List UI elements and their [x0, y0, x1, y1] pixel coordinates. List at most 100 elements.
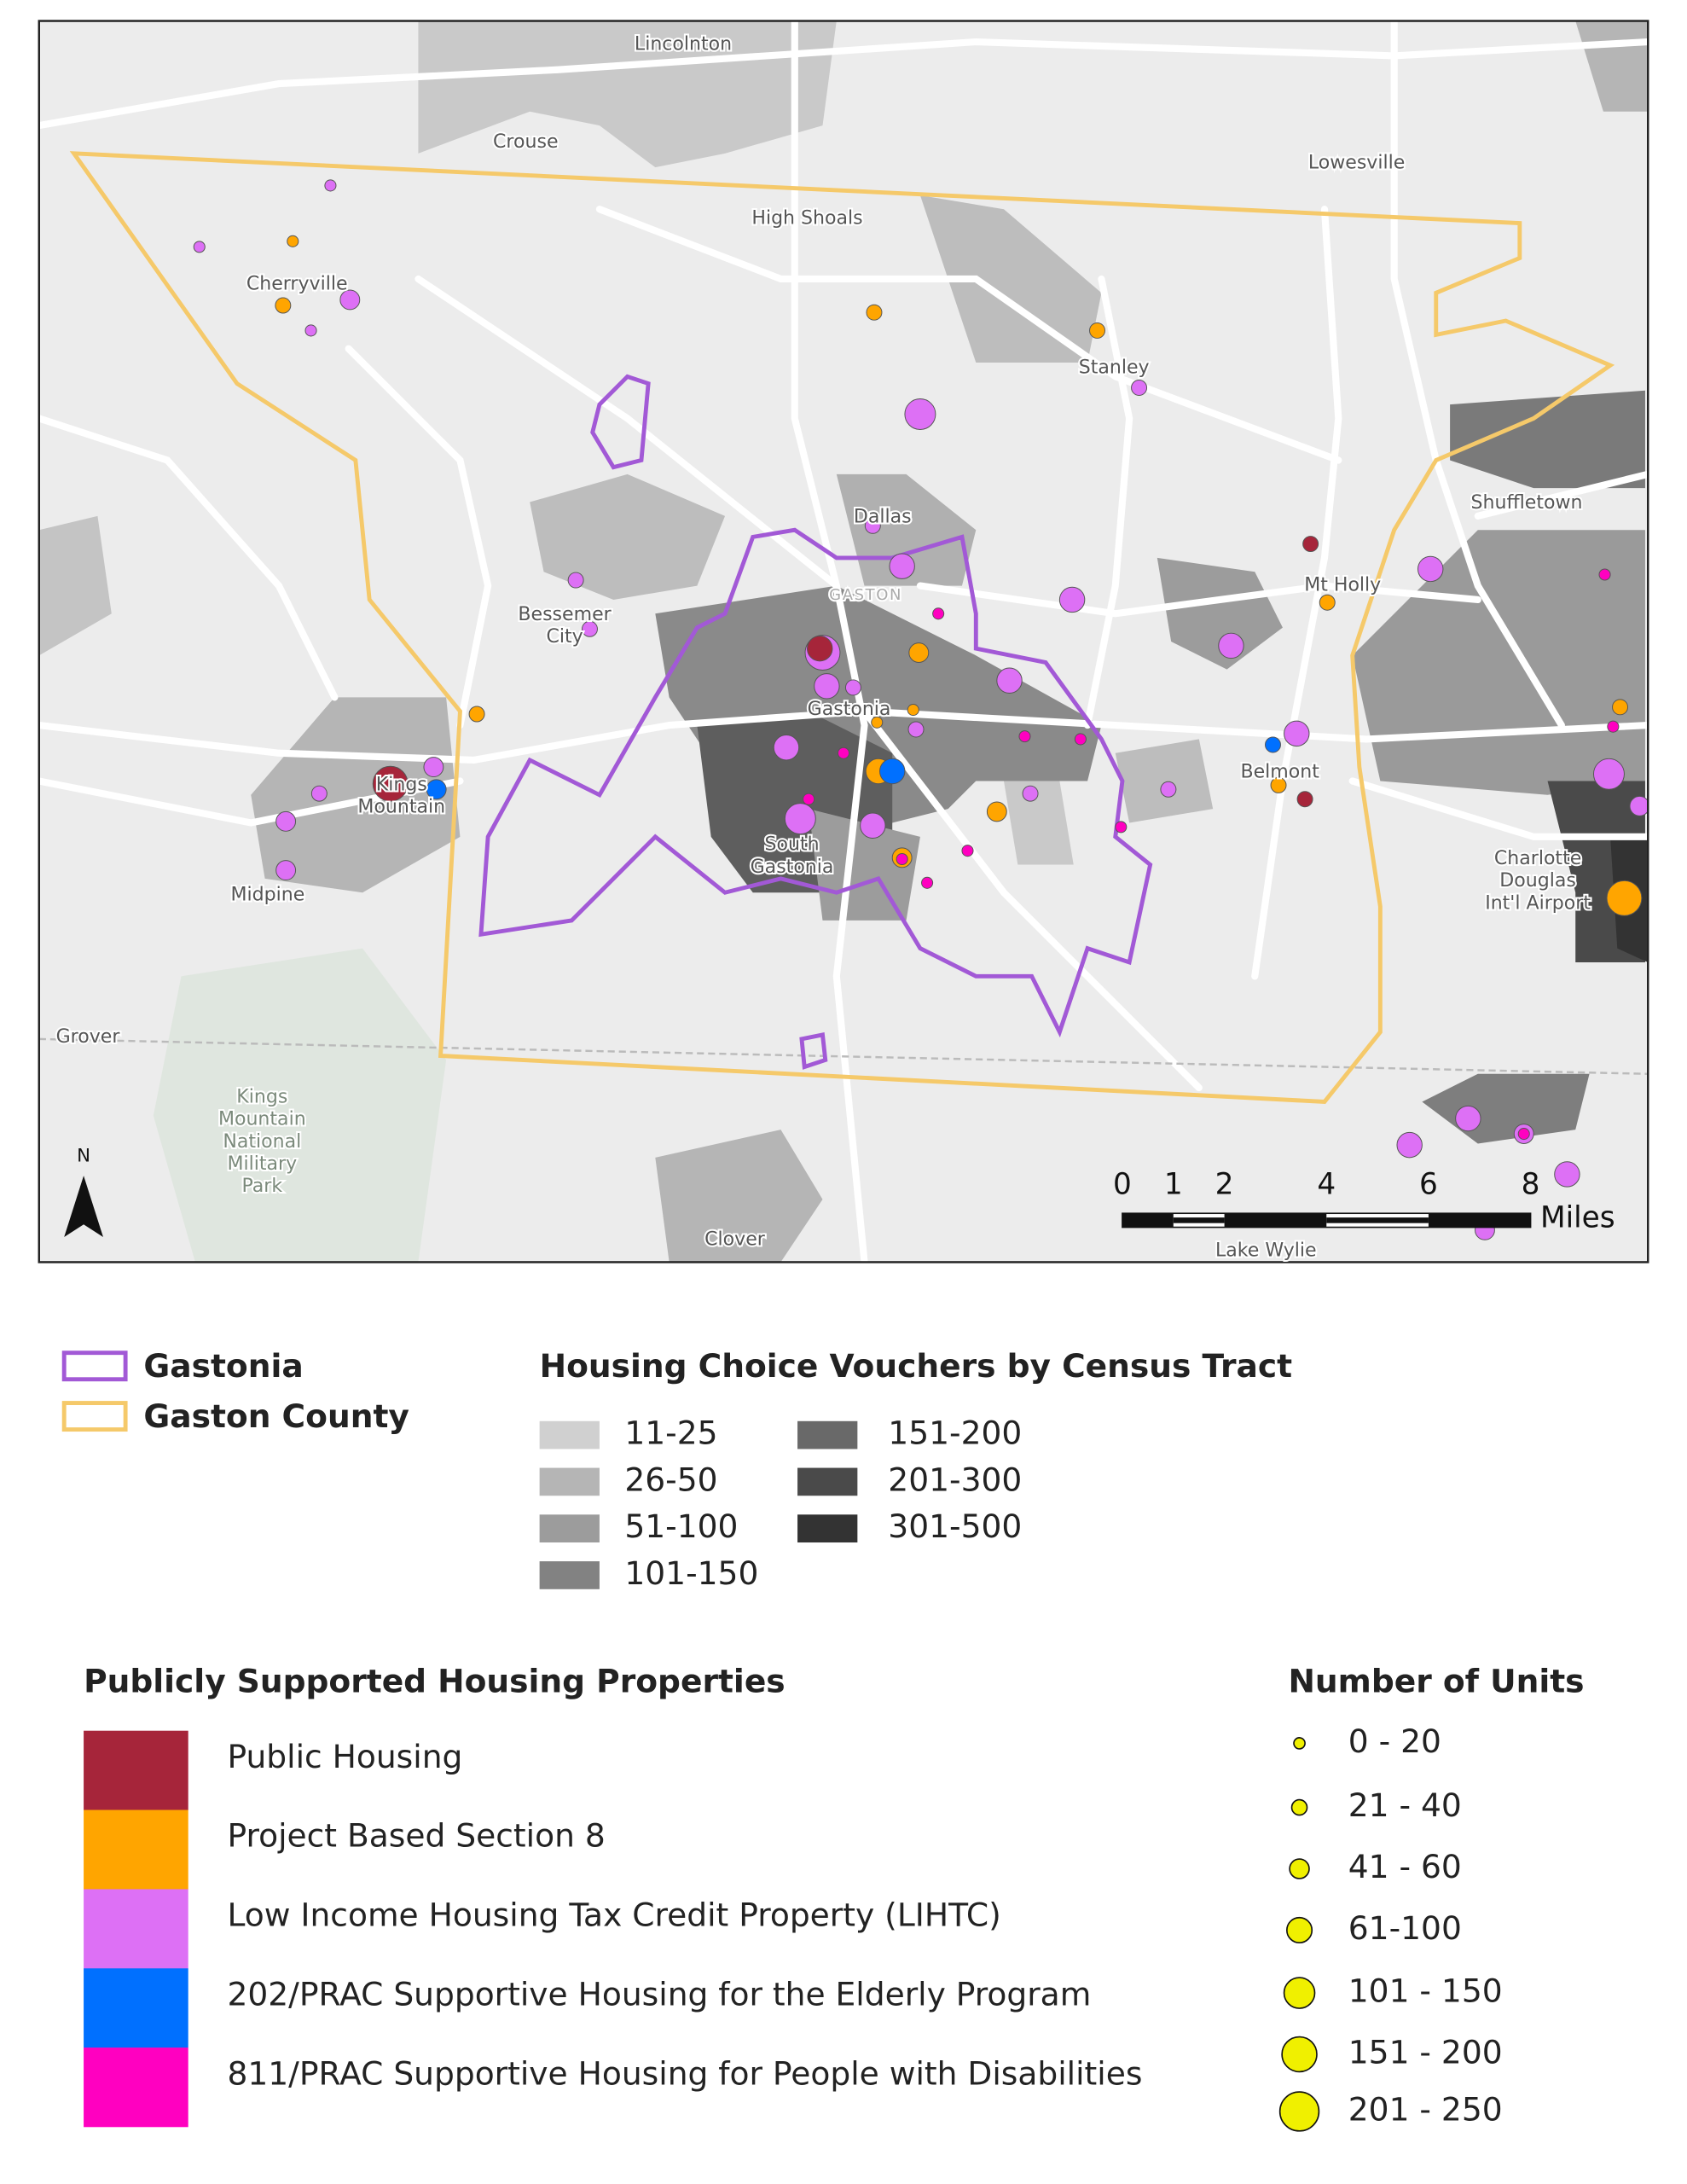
place-label: Bessemer — [518, 604, 612, 625]
property-point — [904, 398, 936, 431]
property-point — [1131, 379, 1148, 396]
property-point — [339, 289, 361, 311]
legend-label: Low Income Housing Tax Credit Property (… — [227, 1896, 1000, 1934]
property-point — [426, 779, 447, 800]
place-label: Park — [241, 1176, 282, 1197]
place-label: Stanley — [1079, 357, 1150, 379]
property-swatch — [84, 1809, 188, 1890]
legend-label: 301-500 — [888, 1507, 1022, 1545]
property-point — [1455, 1105, 1481, 1132]
legend-title: Publicly Supported Housing Properties — [84, 1663, 786, 1700]
place-label: Lake Wylie — [1215, 1240, 1317, 1261]
scale-segment — [1224, 1213, 1327, 1228]
property-point — [1218, 632, 1244, 659]
roads — [38, 20, 1649, 1263]
property-swatch — [84, 1889, 188, 1969]
property-point — [1592, 758, 1625, 790]
property-point — [871, 716, 884, 729]
property-point — [372, 765, 409, 802]
legend-label: Gastonia — [143, 1347, 303, 1385]
property-point — [1284, 720, 1310, 747]
scale-tick-label: 0 — [1113, 1167, 1132, 1201]
place-label: High Shoals — [751, 208, 862, 229]
place-label: Mt Holly — [1304, 575, 1381, 596]
property-point — [907, 704, 919, 717]
property-point — [889, 553, 915, 579]
property-point — [310, 785, 328, 802]
place-label: Military — [227, 1153, 297, 1175]
property-point — [961, 845, 974, 857]
unit-symbol — [1278, 2091, 1320, 2132]
scale-tick-label: 1 — [1164, 1167, 1183, 1201]
legend-label: 41 - 60 — [1348, 1848, 1462, 1885]
legend-label: 811/PRAC Supportive Housing for People w… — [227, 2054, 1142, 2092]
property-point — [1058, 586, 1086, 613]
legend-label: Public Housing — [227, 1738, 462, 1775]
property-point — [1270, 776, 1287, 793]
place-label: Belmont — [1240, 762, 1319, 783]
gastonia-boundary — [478, 374, 1153, 1070]
property-point — [1302, 536, 1319, 553]
property-swatch — [84, 2048, 188, 2128]
place-label: Mountain — [218, 1109, 306, 1130]
voucher-swatch — [539, 1420, 600, 1449]
property-point — [1018, 730, 1031, 743]
place-label: South — [764, 834, 819, 856]
property-point — [803, 793, 815, 805]
property-point — [1417, 555, 1444, 583]
place-label: GASTON — [829, 586, 902, 604]
property-point — [896, 852, 908, 866]
scale-segment — [1326, 1217, 1429, 1223]
property-point — [287, 235, 299, 247]
property-point — [1517, 1128, 1530, 1141]
property-point — [986, 801, 1007, 822]
properties — [193, 179, 1649, 1240]
property-point — [1598, 568, 1611, 581]
legend-label: Gaston County — [143, 1397, 409, 1435]
property-point — [1607, 720, 1620, 733]
place-label: Crouse — [493, 131, 559, 153]
place-label: Midpine — [230, 885, 304, 906]
unit-symbol — [1290, 1798, 1308, 1816]
county-swatch — [61, 1401, 128, 1432]
map-frame — [38, 20, 1649, 1263]
property-point — [921, 876, 934, 889]
place-label: Kings — [376, 774, 427, 795]
legend-label: 61-100 — [1348, 1909, 1462, 1947]
property-point — [275, 810, 297, 832]
north-label: N — [77, 1146, 90, 1167]
property-point — [275, 860, 297, 881]
place-label: Shuffletown — [1471, 492, 1583, 514]
property-point — [879, 758, 906, 785]
legend-label: 51-100 — [624, 1507, 738, 1545]
legend-label: 101 - 150 — [1348, 1972, 1503, 2010]
property-point — [908, 642, 930, 663]
property-point — [1160, 781, 1177, 798]
property-point — [807, 635, 833, 662]
unit-symbol — [1289, 1858, 1310, 1879]
unit-symbol — [1286, 1916, 1313, 1943]
gastonia-swatch — [61, 1350, 128, 1382]
place-label: Kings — [236, 1087, 287, 1108]
property-point — [844, 679, 861, 696]
voucher-swatch — [539, 1467, 600, 1496]
legend-label: 101-150 — [624, 1554, 758, 1592]
place-label: Charlotte — [1494, 848, 1581, 869]
property-point — [304, 324, 317, 337]
property-swatch — [84, 1730, 188, 1810]
legend-title: Number of Units — [1288, 1663, 1584, 1700]
property-point — [907, 721, 925, 738]
property-point — [860, 812, 886, 839]
property-point — [275, 297, 292, 314]
legend-label: 201 - 250 — [1348, 2090, 1503, 2128]
place-label: Douglas — [1499, 870, 1576, 892]
place-label: Grover — [56, 1026, 121, 1048]
legend: Gastonia Gaston County Housing Choice Vo… — [61, 1347, 1585, 2132]
place-label: Gastonia — [751, 857, 834, 878]
property-point — [1074, 733, 1087, 746]
place-label: Lincolnton — [635, 33, 732, 55]
scale-segment — [1173, 1217, 1225, 1223]
legend-label: 201-300 — [888, 1461, 1022, 1498]
legend-label: 11-25 — [624, 1414, 717, 1452]
